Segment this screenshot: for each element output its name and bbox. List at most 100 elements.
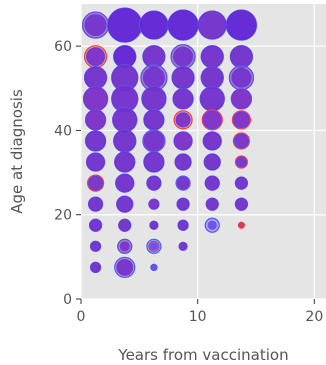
overlap-marker: [141, 86, 166, 111]
data-point: [84, 109, 107, 131]
data-point: [234, 176, 249, 190]
data-point: [115, 173, 135, 193]
data-point: [228, 65, 255, 91]
overlap-marker: [111, 85, 138, 112]
x-tick-label: 20: [305, 309, 323, 325]
overlap-marker: [173, 46, 194, 67]
overlap-marker: [235, 177, 248, 190]
overlap-marker: [205, 176, 220, 191]
data-point: [85, 152, 106, 172]
overlap-marker: [174, 131, 193, 150]
overlap-marker: [203, 131, 222, 150]
overlap-marker: [148, 199, 159, 210]
overlap-marker: [173, 88, 194, 109]
overlap-marker: [176, 112, 191, 127]
data-point: [197, 10, 227, 40]
data-point: [143, 151, 165, 173]
overlap-marker: [139, 11, 168, 40]
overlap-marker: [175, 154, 192, 171]
data-point: [149, 220, 159, 230]
data-point: [230, 88, 253, 110]
overlap-marker: [88, 176, 103, 191]
data-points: [81, 7, 258, 278]
overlap-marker: [114, 152, 135, 173]
overlap-marker: [112, 107, 137, 132]
y-tick-label: 0: [63, 292, 72, 308]
overlap-marker: [115, 174, 134, 193]
overlap-marker: [116, 196, 133, 213]
data-point: [203, 153, 221, 171]
data-point: [107, 7, 143, 43]
data-point: [174, 153, 192, 171]
overlap-marker: [118, 219, 131, 232]
overlap-marker: [230, 45, 253, 68]
data-point: [150, 263, 158, 271]
data-point: [200, 45, 224, 69]
data-point: [232, 132, 251, 150]
data-point: [225, 9, 258, 41]
data-point: [142, 45, 166, 69]
data-point: [86, 174, 105, 192]
overlap-marker: [231, 67, 252, 88]
overlap-marker: [177, 198, 190, 211]
data-point: [173, 110, 193, 130]
overlap-marker: [85, 109, 106, 130]
overlap-marker: [90, 262, 101, 273]
overlap-marker: [143, 109, 164, 130]
y-tick-label: 40: [54, 123, 72, 139]
overlap-marker: [119, 241, 130, 252]
data-point: [89, 261, 102, 273]
data-point: [177, 219, 189, 231]
data-point: [170, 44, 196, 70]
overlap-marker: [203, 110, 222, 129]
overlap-marker: [89, 219, 102, 232]
overlap-marker: [90, 241, 101, 252]
overlap-marker: [84, 66, 107, 89]
data-point: [114, 151, 136, 173]
overlap-marker: [233, 111, 250, 128]
data-point: [113, 129, 137, 153]
y-tick-label: 20: [54, 208, 72, 224]
data-point: [81, 11, 110, 39]
overlap-marker: [116, 259, 133, 276]
data-point: [87, 196, 104, 212]
overlap-marker: [236, 157, 247, 168]
data-point: [171, 66, 195, 90]
overlap-marker: [204, 154, 221, 171]
overlap-marker: [142, 66, 165, 89]
data-point: [175, 175, 191, 191]
x-tick-label: 0: [77, 309, 86, 325]
data-point: [82, 86, 109, 112]
x-tick-label: 10: [189, 309, 207, 325]
y-tick-label: 60: [54, 39, 72, 55]
overlap-marker: [149, 221, 158, 230]
overlap-marker: [150, 264, 157, 271]
overlap-marker: [83, 86, 108, 111]
overlap-marker: [201, 66, 224, 89]
overlap-marker: [200, 86, 225, 111]
overlap-marker: [226, 10, 257, 41]
data-point: [88, 218, 103, 232]
overlap-marker: [201, 45, 224, 68]
data-point: [204, 217, 220, 233]
overlap-marker: [179, 242, 188, 251]
data-point: [204, 175, 220, 191]
data-point: [172, 88, 194, 110]
overlap-marker: [86, 47, 105, 66]
overlap-marker: [172, 66, 195, 89]
data-point: [234, 155, 249, 169]
data-point: [83, 45, 108, 69]
overlap-marker: [234, 133, 249, 148]
data-point: [143, 109, 165, 131]
overlap-marker: [168, 10, 199, 41]
overlap-marker: [231, 88, 252, 109]
data-point: [141, 86, 167, 112]
data-point: [118, 218, 132, 232]
overlap-marker: [143, 130, 164, 151]
overlap-marker: [146, 176, 161, 191]
data-point: [202, 131, 222, 151]
data-point: [173, 131, 193, 151]
y-axis-label: Age at diagnosis: [8, 89, 26, 214]
